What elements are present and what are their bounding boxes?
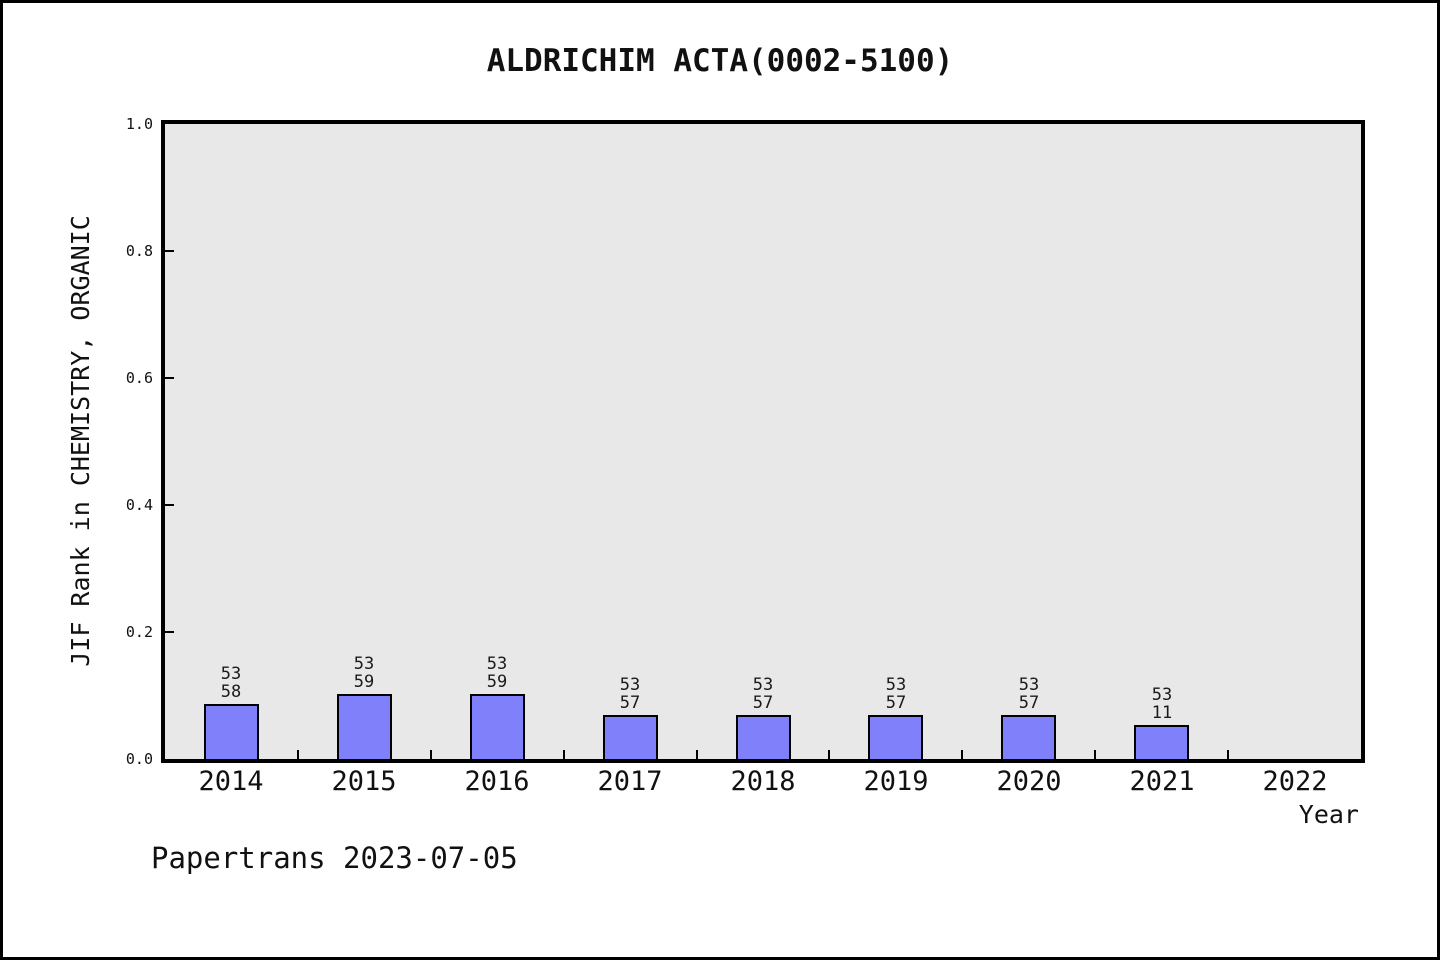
x-axis-title: Year xyxy=(1298,800,1359,829)
x-minor-tick-2 xyxy=(429,750,432,759)
y-tick-label-0.0: 0.0 xyxy=(125,750,153,768)
bar-2018 xyxy=(736,715,791,759)
bar-2021 xyxy=(1134,725,1189,759)
x-tick-label-2020: 2020 xyxy=(996,766,1062,797)
bar-2016 xyxy=(470,694,525,759)
chart-title: ALDRICHIM ACTA(0002-5100) xyxy=(486,43,954,79)
y-tick-mark-0.4 xyxy=(165,504,174,506)
y-tick-mark-0.8 xyxy=(165,250,174,252)
bar-2015 xyxy=(337,694,392,759)
bar-label-2014: 53 58 xyxy=(220,664,242,702)
plot-area: 53 58 53 59 53 59 53 57 53 57 53 57 53 57 53 11 xyxy=(161,120,1365,763)
x-tick-label-2015: 2015 xyxy=(331,766,397,797)
x-tick-label-2021: 2021 xyxy=(1129,766,1195,797)
bar-2017 xyxy=(603,715,658,759)
x-tick-label-2022: 2022 xyxy=(1262,766,1328,797)
x-minor-tick-4 xyxy=(695,750,698,759)
footer-note: Papertrans 2023-07-05 xyxy=(151,841,518,875)
y-tick-mark-0.2 xyxy=(165,631,174,633)
y-tick-label-0.6: 0.6 xyxy=(125,369,153,387)
x-minor-tick-3 xyxy=(562,750,565,759)
bar-label-2020: 53 57 xyxy=(1018,675,1040,713)
x-minor-tick-8 xyxy=(1227,750,1230,759)
x-minor-tick-7 xyxy=(1094,750,1097,759)
x-minor-tick-1 xyxy=(296,750,299,759)
bar-2020 xyxy=(1001,715,1056,759)
bar-label-2017: 53 57 xyxy=(619,675,641,713)
x-tick-label-2017: 2017 xyxy=(597,766,663,797)
bar-label-2016: 53 59 xyxy=(486,654,508,692)
x-tick-label-2018: 2018 xyxy=(730,766,796,797)
y-tick-label-0.2: 0.2 xyxy=(125,623,153,641)
x-tick-label-2014: 2014 xyxy=(198,766,264,797)
y-tick-mark-0.6 xyxy=(165,377,174,379)
x-minor-tick-5 xyxy=(828,750,831,759)
bar-2014 xyxy=(204,704,259,759)
x-tick-label-2019: 2019 xyxy=(863,766,929,797)
y-axis-title: JIF Rank in CHEMISTRY, ORGANIC xyxy=(66,215,95,667)
y-tick-label-1.0: 1.0 xyxy=(125,115,153,133)
bar-label-2021: 53 11 xyxy=(1151,685,1173,723)
bar-label-2019: 53 57 xyxy=(885,675,907,713)
y-tick-label-0.8: 0.8 xyxy=(125,242,153,260)
bar-label-2018: 53 57 xyxy=(752,675,774,713)
x-tick-label-2016: 2016 xyxy=(464,766,530,797)
bar-2019 xyxy=(868,715,923,759)
y-tick-label-0.4: 0.4 xyxy=(125,496,153,514)
x-minor-tick-6 xyxy=(961,750,964,759)
bar-label-2015: 53 59 xyxy=(353,654,375,692)
